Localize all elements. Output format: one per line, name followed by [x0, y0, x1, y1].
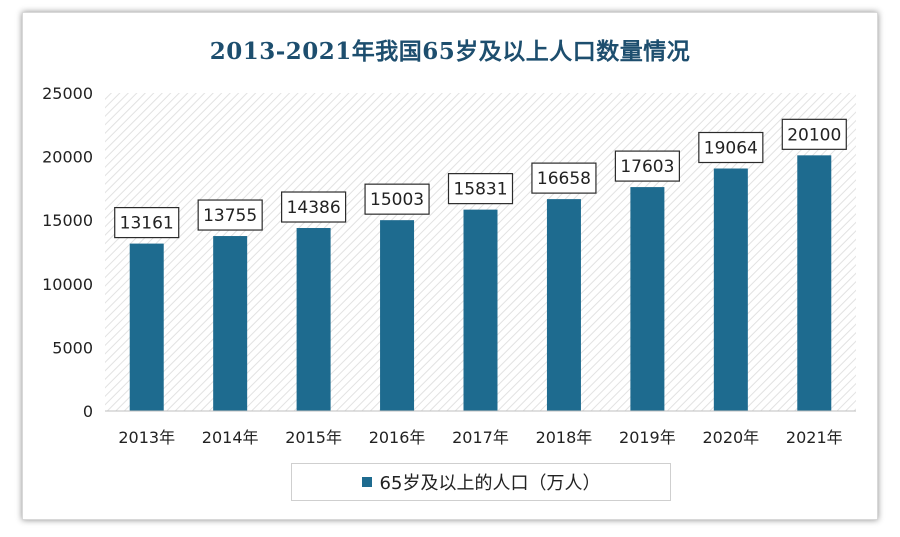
bar: [713, 168, 748, 411]
legend-label: 65岁及以上的人口（万人）: [379, 473, 601, 494]
y-tick-label: 25000: [42, 84, 93, 103]
data-label: 14386: [287, 198, 341, 218]
data-label-box: [447, 173, 514, 205]
y-tick-label: 10000: [42, 275, 93, 294]
x-tick-label: 2013年: [118, 428, 175, 447]
data-label: 13755: [203, 206, 257, 226]
x-tick-label: 2017年: [452, 428, 509, 447]
bar: [213, 236, 248, 411]
data-label: 17603: [620, 157, 674, 177]
bar: [630, 187, 665, 411]
data-labels: 13161 13755 14386 15003 15831 16658 17603 19064…: [114, 118, 847, 239]
y-tick-label: 0: [83, 402, 93, 421]
x-tick-label: 2014年: [202, 428, 259, 447]
x-tick-label: 2018年: [536, 428, 593, 447]
y-axis: 0 5000 10000 15000 20000 25000: [42, 84, 93, 421]
bar: [546, 199, 581, 411]
data-label-box: [781, 118, 847, 150]
data-label-box: [114, 206, 180, 239]
legend: 65岁及以上的人口（万人）: [291, 463, 671, 501]
y-tick-label: 5000: [52, 338, 93, 357]
bars: [129, 155, 832, 411]
x-tick-label: 2015年: [285, 428, 342, 447]
chart-title: 2013-2021年我国65岁及以上人口数量情况: [209, 38, 691, 65]
bar: [797, 155, 832, 411]
data-label-box: [531, 162, 597, 194]
bar: [463, 209, 498, 411]
data-label: 15831: [453, 180, 507, 200]
bar: [129, 243, 164, 411]
x-tick-label: 2019年: [619, 428, 676, 447]
x-axis: 2013年 2014年 2015年 2016年 2017年 2018年 2019年 2020年…: [105, 410, 856, 447]
data-label: 20100: [787, 125, 841, 145]
data-label-box: [364, 183, 430, 215]
data-label-box: [698, 131, 764, 164]
data-label: 16658: [537, 169, 591, 189]
data-label: 19064: [704, 139, 758, 159]
data-label-box: [614, 150, 680, 182]
bar: [380, 220, 415, 411]
x-tick-label: 2020年: [702, 428, 759, 447]
y-tick-label: 20000: [42, 148, 93, 167]
data-label: 13161: [120, 214, 174, 234]
bar: [296, 228, 331, 411]
y-tick-label: 15000: [42, 211, 93, 230]
x-tick-label: 2016年: [369, 428, 426, 447]
legend-swatch: [361, 477, 372, 487]
data-label-box: [281, 191, 347, 223]
data-label-box: [197, 199, 263, 231]
data-label: 15003: [370, 190, 424, 210]
x-tick-label: 2021年: [786, 428, 843, 447]
